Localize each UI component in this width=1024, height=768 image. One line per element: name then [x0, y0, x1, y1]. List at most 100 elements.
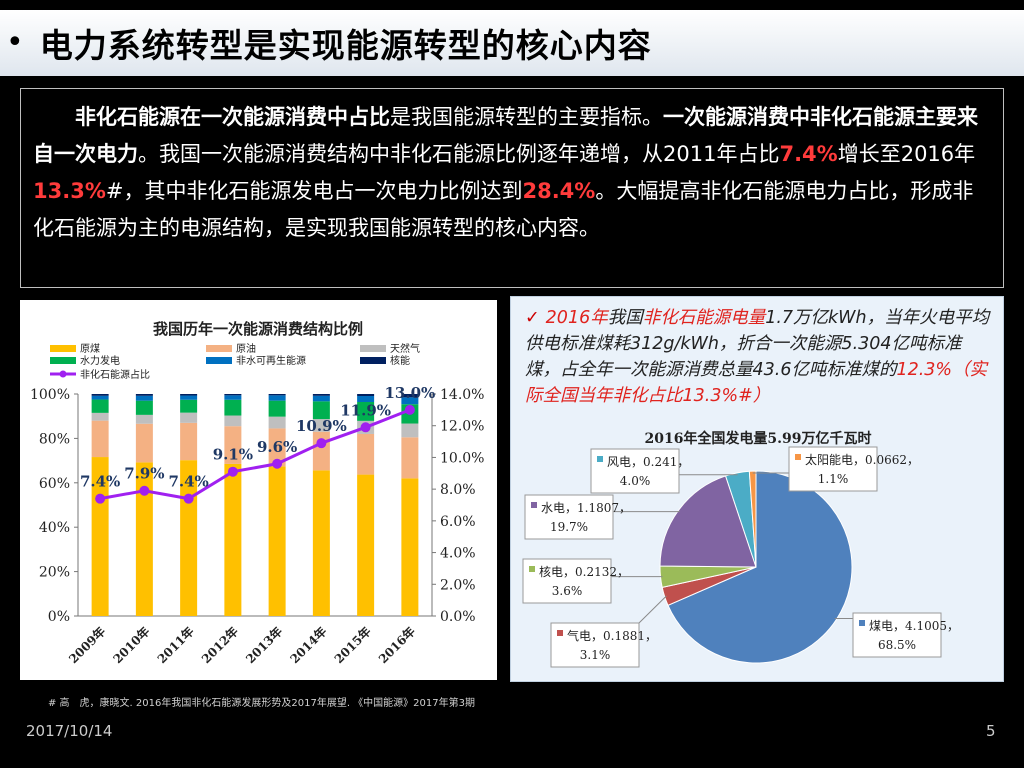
- line-point: [183, 493, 194, 504]
- line-point: [272, 458, 283, 469]
- intro-text-5: 。大幅提高非化石能源电力占比，形成非化石能源为主的电源结构，是实现我国能源转型的…: [33, 179, 974, 240]
- bar-segment: [357, 474, 375, 616]
- x-tick-label: 2016年: [375, 624, 418, 667]
- intro-value-2011: 7.4%: [779, 142, 838, 166]
- bar-segment: [135, 423, 153, 463]
- bar-segment: [224, 395, 242, 400]
- pie-label-percent: 4.0%: [620, 474, 651, 488]
- pie-label-swatch: [531, 502, 537, 508]
- bar-segment: [180, 394, 198, 396]
- footer-date: 2017/10/14: [26, 722, 113, 740]
- pie-label-box: [522, 558, 612, 604]
- note-part-2: 我国: [607, 308, 643, 328]
- bar-segment: [91, 399, 109, 413]
- line-data-label: 7.9%: [124, 465, 164, 483]
- pie-label-value: 核电，0.2132，: [539, 565, 629, 579]
- check-icon: ✓: [525, 308, 540, 328]
- bar-segment: [357, 401, 375, 421]
- line-data-label: 7.4%: [80, 473, 120, 491]
- legend-label: 天然气: [390, 342, 420, 355]
- x-tick-label: 2011年: [154, 624, 197, 667]
- bar-segment: [180, 399, 198, 413]
- bar-segment: [224, 394, 242, 396]
- y-tick-label: 80%: [39, 431, 70, 447]
- bar-segment: [312, 431, 330, 471]
- bar-chart-panel: 我国历年一次能源消费结构比例 原煤 原油 天然气 水力发电 非水可再生能源 核能 非化石能源占…: [20, 300, 497, 680]
- x-tick-label: 2012年: [198, 624, 241, 667]
- pie-label-percent: 3.6%: [552, 584, 583, 598]
- line-data-label: 9.6%: [257, 438, 297, 456]
- note-part-4: 1.7万亿kWh，当年火电平均供电标准煤耗312g/kWh，折合一次能源5.30…: [525, 308, 990, 380]
- line-point: [227, 466, 238, 477]
- y-tick-label: 60%: [39, 476, 70, 492]
- y-tick-label: 20%: [39, 565, 70, 581]
- line-point: [404, 404, 415, 415]
- bar-segment: [268, 428, 286, 467]
- bar-segment: [180, 412, 198, 423]
- bar-segment: [224, 463, 242, 616]
- intro-value-power: 28.4%: [522, 179, 596, 203]
- pie-label-percent: 19.7%: [550, 520, 588, 534]
- legend-marker: [59, 370, 67, 378]
- pie-label-swatch: [859, 620, 865, 626]
- pie-label-value: 气电，0.1881，: [567, 628, 657, 643]
- bar-segment: [312, 395, 330, 402]
- note-part-1: 2016年: [545, 308, 608, 328]
- bar-segment: [401, 397, 419, 405]
- bar-segment: [180, 422, 198, 461]
- title-bullet: •: [6, 25, 24, 60]
- pie-label-box: [788, 446, 878, 492]
- y2-tick-label: 2.0%: [440, 577, 476, 593]
- pie-slice: [748, 470, 757, 568]
- intro-paragraph: 非化石能源在一次能源消费中占比是我国能源转型的主要指标。一次能源消费中非化石能源…: [33, 99, 991, 247]
- x-tick-label: 2013年: [243, 624, 286, 667]
- intro-text-1: 是我国能源转型的主要指标。: [390, 105, 663, 129]
- line-data-label: 10.9%: [296, 417, 347, 435]
- y2-tick-label: 4.0%: [440, 546, 476, 562]
- bar-segment: [401, 394, 419, 398]
- bar-segment: [268, 400, 286, 417]
- line-data-label: 7.4%: [168, 473, 208, 491]
- legend-label: 水力发电: [80, 354, 120, 367]
- bar-segment: [401, 478, 419, 616]
- bar-segment: [91, 420, 109, 458]
- pie-label-value: 煤电，4.1005，: [869, 619, 959, 633]
- legend-swatch: [50, 345, 76, 352]
- bar-segment: [268, 416, 286, 429]
- legend-swatch: [50, 357, 76, 364]
- intro-box: 非化石能源在一次能源消费中占比是我国能源转型的主要指标。一次能源消费中非化石能源…: [20, 88, 1004, 288]
- pie-chart-panel: ✓ 2016年我国非化石能源电量1.7万亿kWh，当年火电平均供电标准煤耗312g…: [510, 296, 1004, 682]
- pie-label-percent: 3.1%: [580, 648, 611, 662]
- bar-segment: [268, 394, 286, 396]
- bar-segment: [91, 412, 109, 421]
- y2-tick-label: 6.0%: [440, 514, 476, 530]
- legend-label: 非化石能源占比: [80, 368, 150, 381]
- y-tick-label: 0%: [48, 609, 70, 625]
- page-number: 5: [986, 722, 996, 740]
- pie-label-box: [550, 622, 640, 668]
- pie-label-value: 风电，0.241，: [607, 455, 689, 469]
- page-title: 电力系统转型是实现能源转型的核心内容: [39, 26, 652, 65]
- bar-segment: [357, 394, 375, 396]
- footnote: # 高 虎，康晓文. 2016年我国非化石能源发展形势及2017年展望. 《中国…: [48, 698, 475, 709]
- intro-text-3: 增长至2016年: [837, 142, 976, 166]
- pie-label-box: [590, 448, 680, 494]
- bar-segment: [180, 395, 198, 400]
- note-part-5: 12.3%（实际全国当年非化占比13.3%#）: [525, 360, 988, 406]
- note-part-3: 非化石能源电量: [642, 308, 766, 328]
- intro-mark: #: [105, 179, 124, 203]
- note-text: ✓ 2016年我国非化石能源电量1.7万亿kWh，当年火电平均供电标准煤耗312g…: [525, 305, 991, 409]
- y2-tick-label: 10.0%: [440, 450, 484, 466]
- pie-label-percent: 1.1%: [818, 472, 849, 486]
- bar-segment: [135, 462, 153, 616]
- intro-text-4: ，其中非化石能源发电占一次电力比例达到: [123, 179, 523, 203]
- bar-segment: [268, 466, 286, 616]
- bar-segment: [268, 395, 286, 401]
- legend-label: 核能: [390, 354, 410, 367]
- line-point: [360, 422, 371, 433]
- bar-segment: [401, 423, 419, 438]
- legend-label: 非水可再生能源: [236, 354, 306, 367]
- intro-value-2016: 13.3%: [33, 179, 106, 203]
